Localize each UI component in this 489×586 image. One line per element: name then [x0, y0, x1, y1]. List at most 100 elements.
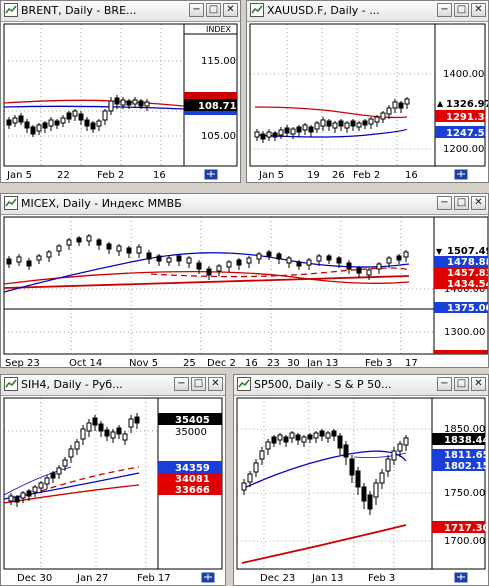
window-title: MICEX, Daily - Индекс ММВБ [21, 197, 182, 210]
price-label-text: 34081 [175, 474, 210, 485]
price-tick: 1750.00 [444, 488, 485, 499]
candlestick-series [241, 429, 409, 515]
window-title: SIH4, Daily - Руб... [21, 378, 123, 391]
price-label-current [184, 99, 237, 111]
close-button[interactable]: ✕ [471, 196, 486, 210]
moving-average-lines [254, 106, 408, 138]
last-price-marker: ▼ [436, 247, 443, 256]
price-tick: 105.00 [201, 131, 236, 142]
date-tick: 16 [153, 170, 166, 181]
price-label-text: 1838.44 [444, 435, 489, 446]
price-label-current [158, 413, 222, 425]
chart-window-icon [4, 377, 18, 391]
price-label-ma-red [158, 473, 222, 483]
date-tick: 25 [183, 358, 196, 368]
price-chart[interactable]: 1400.00 1200.00 ▲ 1326.97 1291.38 1247.5… [247, 21, 489, 183]
date-tick: Oct 14 [69, 358, 102, 368]
date-tick: Feb 3 [365, 358, 392, 368]
scroll-to-end-icon[interactable] [203, 168, 219, 181]
chart-window-icon [250, 3, 264, 17]
date-tick: Sep 23 [5, 358, 40, 368]
scroll-to-end-icon[interactable] [453, 571, 469, 584]
close-button[interactable]: ✕ [208, 377, 223, 391]
scroll-to-end-icon[interactable] [453, 168, 469, 181]
window-titlebar[interactable]: SP500, Daily - S & P 50... − □ ✕ [234, 375, 488, 396]
chart-window-sih4[interactable]: SIH4, Daily - Руб... − □ ✕ [0, 374, 226, 586]
price-chart[interactable]: 1850.00 1750.00 1700.00 1838.44 1811.65 … [234, 395, 489, 586]
chart-window-micex[interactable]: MICEX, Daily - Индекс ММВБ − □ ✕ [0, 193, 489, 368]
window-titlebar[interactable]: MICEX, Daily - Индекс ММВБ − □ ✕ [1, 194, 488, 215]
price-axis-ticks: 1400.00 1300.00 [444, 284, 485, 338]
candlestick-series [6, 95, 150, 137]
candlestick-series [254, 97, 410, 143]
maximize-button[interactable]: □ [191, 377, 206, 391]
maximize-button[interactable]: □ [454, 377, 469, 391]
chart-grid [4, 24, 184, 166]
date-tick: 16 [245, 358, 258, 368]
price-axis-ticks: 1850.00 1750.00 1700.00 [444, 424, 485, 547]
price-chart[interactable]: 1400.00 1300.00 ▼ 1507.49 1478.88 1457.8… [1, 214, 489, 368]
date-tick: Jan 5 [258, 170, 284, 181]
date-tick: 23 [267, 358, 280, 368]
close-button[interactable]: ✕ [471, 3, 486, 17]
date-tick: Feb 2 [97, 170, 124, 181]
price-chart[interactable]: 35405 35000 34359 34081 33666 Dec 30 Jan… [1, 395, 226, 586]
price-chart[interactable]: INDEX [1, 21, 241, 183]
close-button[interactable]: ✕ [471, 377, 486, 391]
scroll-to-end-icon[interactable] [200, 571, 216, 584]
chart-window-brent[interactable]: BRENT, Daily - BRE... − □ ✕ INDEX [0, 0, 241, 183]
price-label-text: 33666 [175, 485, 210, 496]
price-label-ma-blue [158, 461, 222, 473]
minimize-button[interactable]: − [189, 3, 204, 17]
price-label-ma-blue [434, 256, 488, 267]
date-tick: Dec 30 [17, 573, 52, 584]
date-axis: Dec 23 Jan 13 Feb 3 [260, 573, 395, 584]
maximize-button[interactable]: □ [454, 3, 469, 17]
price-label-text: 1326.97 [446, 99, 489, 110]
candlestick-series [6, 234, 409, 280]
price-label-text: 1375.00 [447, 303, 489, 314]
window-titlebar[interactable]: SIH4, Daily - Руб... − □ ✕ [1, 375, 225, 396]
minimize-button[interactable]: − [437, 196, 452, 210]
plot-area [249, 23, 436, 167]
window-title: SP500, Daily - S & P 50... [254, 378, 392, 391]
date-tick: Feb 17 [137, 573, 171, 584]
price-tick: 35000 [175, 427, 207, 438]
chart-window-icon [4, 3, 18, 17]
date-tick: Jan 13 [311, 573, 343, 584]
price-label-text: 34359 [175, 463, 210, 474]
plot-area [236, 397, 433, 570]
price-label-current [432, 433, 485, 445]
price-label-text: 1811.65 [444, 450, 489, 461]
candlestick-series [8, 413, 140, 507]
price-tick: 1850.00 [444, 424, 485, 435]
chart-window-sp500[interactable]: SP500, Daily - S & P 50... − □ ✕ [233, 374, 489, 586]
price-tick: 1400.00 [444, 284, 485, 295]
price-label-text: 1457.83 [447, 268, 489, 279]
axis-header [183, 23, 238, 35]
price-label-ma-red [434, 278, 488, 289]
price-axis [434, 23, 486, 167]
chart-grid [250, 24, 435, 166]
maximize-button[interactable]: □ [206, 3, 221, 17]
chart-grid [237, 398, 432, 569]
axis-header-label: INDEX [206, 25, 232, 34]
price-label-ma-red [158, 483, 222, 495]
maximize-button[interactable]: □ [454, 196, 469, 210]
price-label-text: 108.71 [198, 101, 237, 112]
close-button[interactable]: ✕ [223, 3, 238, 17]
price-axis-ticks: 1400.00 1200.00 [443, 69, 484, 155]
price-label-text: 1478.88 [447, 257, 489, 268]
price-label-ma-red [434, 267, 488, 278]
chart-window-xauusd[interactable]: XAUUSD.F, Daily - ... − □ ✕ [246, 0, 489, 183]
date-tick: 22 [57, 170, 70, 181]
price-label-ma-blue [435, 126, 485, 138]
price-tick: 115.00 [201, 56, 236, 67]
window-titlebar[interactable]: XAUUSD.F, Daily - ... − □ ✕ [247, 1, 488, 22]
window-titlebar[interactable]: BRENT, Daily - BRE... − □ ✕ [1, 1, 240, 22]
minimize-button[interactable]: − [437, 3, 452, 17]
minimize-button[interactable]: − [174, 377, 189, 391]
price-label-ma-red [434, 350, 488, 354]
minimize-button[interactable]: − [437, 377, 452, 391]
date-axis: Jan 5 22 Feb 2 16 [6, 170, 166, 181]
